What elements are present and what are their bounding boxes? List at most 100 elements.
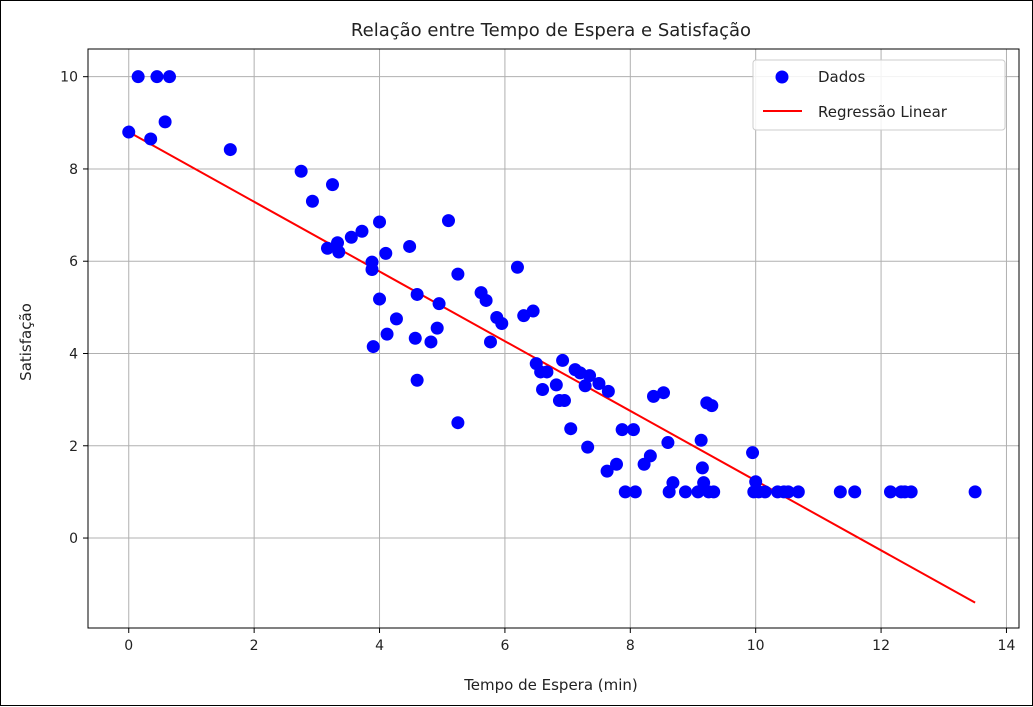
data-point xyxy=(536,382,550,396)
chart-title: Relação entre Tempo de Espera e Satisfaç… xyxy=(351,20,751,41)
data-point xyxy=(479,293,493,307)
legend-box xyxy=(752,59,1006,131)
data-point xyxy=(695,461,709,475)
grid-layer xyxy=(88,49,1019,628)
data-point xyxy=(707,485,721,499)
x-tick-label: 6 xyxy=(500,638,509,654)
data-point xyxy=(332,245,346,259)
data-point xyxy=(131,70,145,84)
legend-label-dados: Dados xyxy=(818,68,865,86)
data-point xyxy=(578,379,592,393)
data-point xyxy=(144,132,158,146)
x-tick-label: 12 xyxy=(872,638,890,654)
data-point xyxy=(791,485,805,499)
plot-area-border xyxy=(87,48,1020,629)
data-point xyxy=(628,485,642,499)
x-tick-label: 0 xyxy=(124,638,133,654)
data-point xyxy=(600,464,614,478)
data-point xyxy=(549,378,563,392)
data-point xyxy=(389,312,403,326)
y-tick-label: 8 xyxy=(69,162,78,178)
x-axis-label: Tempo de Espera (min) xyxy=(463,676,638,694)
data-point xyxy=(610,457,624,471)
data-point xyxy=(451,267,465,281)
data-point xyxy=(746,446,760,460)
data-point xyxy=(223,143,237,157)
data-point xyxy=(592,376,606,390)
data-point xyxy=(781,485,795,499)
data-point xyxy=(540,365,554,379)
data-point xyxy=(564,422,578,436)
data-point xyxy=(661,436,675,450)
y-tick-layer: 0 2 4 6 8 10 xyxy=(60,70,88,547)
data-point xyxy=(365,263,379,277)
regression-layer xyxy=(128,131,976,604)
y-tick-label: 6 xyxy=(69,254,78,270)
data-point xyxy=(366,340,380,354)
x-tick-label: 8 xyxy=(626,638,635,654)
data-point xyxy=(424,335,438,349)
x-tick-label: 10 xyxy=(747,638,765,654)
data-point xyxy=(833,485,847,499)
data-point xyxy=(615,423,629,437)
data-point xyxy=(294,164,308,178)
data-point xyxy=(373,215,387,229)
y-tick-label: 10 xyxy=(60,70,78,86)
x-tick-label: 14 xyxy=(998,638,1016,654)
data-point xyxy=(410,373,424,387)
x-tick-label: 2 xyxy=(250,638,259,654)
data-point xyxy=(305,194,319,208)
legend-marker-dados xyxy=(775,70,789,84)
x-tick-layer: 0 2 4 6 8 10 12 14 xyxy=(124,628,1015,654)
data-point xyxy=(758,485,772,499)
data-point xyxy=(408,331,422,345)
data-point xyxy=(320,241,334,255)
data-point xyxy=(441,214,455,228)
data-point xyxy=(646,389,660,403)
data-point xyxy=(526,304,540,318)
data-point xyxy=(326,178,340,192)
data-point xyxy=(510,260,524,274)
legend: Dados Regressão Linear xyxy=(752,59,1006,131)
data-point xyxy=(904,485,918,499)
data-point xyxy=(694,433,708,447)
data-point xyxy=(626,423,640,437)
legend-label-regressao: Regressão Linear xyxy=(818,103,948,121)
data-point xyxy=(848,485,862,499)
data-point xyxy=(344,230,358,244)
y-tick-label: 0 xyxy=(69,531,78,547)
data-point xyxy=(403,239,417,253)
x-tick-label: 4 xyxy=(375,638,384,654)
data-point xyxy=(643,449,657,463)
data-point xyxy=(451,416,465,430)
data-point xyxy=(483,335,497,349)
data-point xyxy=(380,327,394,341)
data-point xyxy=(556,353,570,367)
data-point xyxy=(122,125,136,139)
data-point xyxy=(581,440,595,454)
data-point xyxy=(705,399,719,413)
data-point xyxy=(883,485,897,499)
y-tick-label: 4 xyxy=(69,346,78,362)
data-point xyxy=(158,115,172,129)
data-point xyxy=(379,246,393,260)
data-point xyxy=(432,297,446,311)
data-point xyxy=(355,224,369,238)
data-point xyxy=(163,70,177,84)
regression-line xyxy=(128,131,976,604)
points-layer xyxy=(122,70,982,499)
data-point xyxy=(373,292,387,306)
data-point xyxy=(495,317,509,331)
data-point xyxy=(666,476,680,490)
data-point xyxy=(557,394,571,408)
data-point xyxy=(430,321,444,335)
data-point xyxy=(583,369,597,383)
y-axis-label: Satisfação xyxy=(17,303,35,381)
y-tick-label: 2 xyxy=(69,439,78,455)
data-point xyxy=(678,485,692,499)
data-point xyxy=(410,287,424,301)
data-point xyxy=(657,386,671,400)
data-point xyxy=(601,384,615,398)
